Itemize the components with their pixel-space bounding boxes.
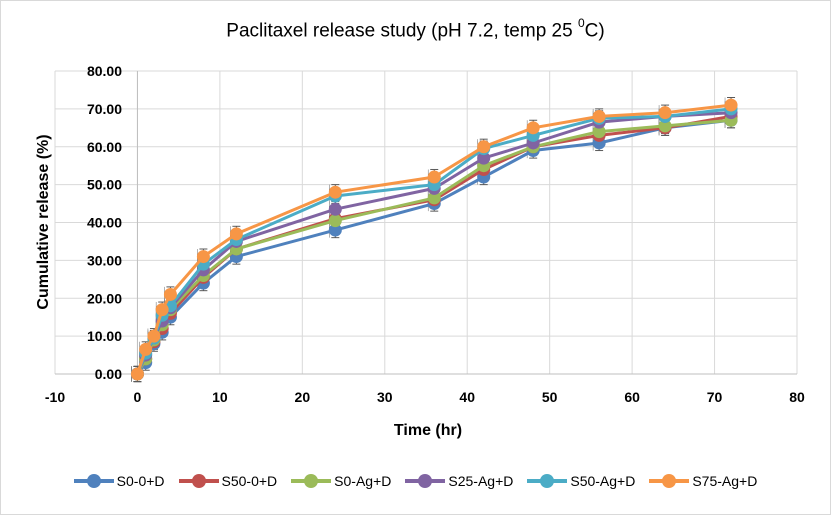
series-s0-0-d (130, 113, 738, 381)
y-tick-label: 10.00 (87, 328, 122, 344)
x-axis-title: Time (hr) (394, 422, 462, 439)
legend-item[interactable]: S0-0+D (73, 473, 165, 489)
y-tick-label: 30.00 (87, 252, 122, 268)
data-point[interactable] (328, 223, 342, 237)
legend-marker-icon (291, 474, 332, 488)
data-point[interactable] (328, 185, 342, 199)
legend-dot (540, 474, 555, 488)
y-axis-ticks: 0.00 10.00 20.00 30.00 40.00 50.00 60.00 70.00 8… (87, 63, 122, 382)
error-bars (131, 97, 736, 383)
data-point[interactable] (526, 121, 540, 135)
data-point[interactable] (477, 151, 491, 165)
legend-marker-icon (527, 474, 568, 488)
series-line (136, 111, 732, 375)
x-axis-ticks: -10 0 10 20 30 40 50 60 70 80 (45, 389, 805, 405)
legend-label: S75-Ag+D (692, 473, 758, 489)
data-point[interactable] (155, 303, 169, 317)
data-point[interactable] (477, 140, 491, 154)
legend-marker-icon (649, 474, 690, 488)
legend: S0-0+D S50-0+D S0-Ag+D S25-Ag+D S50-Ag+D S75-… (0, 473, 831, 489)
data-point[interactable] (592, 109, 606, 123)
legend-dot (86, 474, 101, 488)
data-point[interactable] (328, 202, 342, 216)
data-point[interactable] (328, 214, 342, 228)
x-tick-label: -10 (45, 389, 65, 405)
legend-dot (191, 474, 206, 488)
legend-label: S25-Ag+D (448, 473, 514, 489)
data-point[interactable] (427, 170, 441, 184)
series-s50-ag-d (130, 102, 738, 381)
data-point[interactable] (724, 98, 738, 112)
x-tick-label: 70 (707, 389, 723, 405)
y-tick-label: 0.00 (95, 366, 122, 382)
legend-item[interactable]: S75-Ag+D (649, 473, 757, 489)
legend-item[interactable]: S0-Ag+D (291, 473, 391, 489)
legend-item[interactable]: S50-0+D (178, 473, 278, 489)
x-tick-label: 20 (295, 389, 311, 405)
legend-item[interactable]: S50-Ag+D (527, 473, 635, 489)
data-point[interactable] (163, 287, 177, 301)
data-point[interactable] (427, 191, 441, 205)
legend-marker-icon (73, 474, 114, 488)
legend-dot (304, 474, 319, 488)
legend-label: S50-Ag+D (570, 473, 636, 489)
y-axis-title: Cumulative release (%) (35, 134, 52, 309)
series-lines (130, 98, 738, 381)
x-tick-label: 10 (212, 389, 228, 405)
legend-dot (662, 474, 677, 488)
data-point[interactable] (658, 106, 672, 120)
series-s0-ag-d (130, 113, 738, 381)
x-tick-label: 0 (134, 389, 142, 405)
data-point[interactable] (139, 342, 153, 356)
legend-marker-icon (178, 474, 219, 488)
x-tick-label: 80 (789, 389, 805, 405)
y-tick-label: 80.00 (87, 63, 122, 79)
legend-label: S0-0+D (116, 473, 165, 489)
legend-dot (418, 474, 433, 488)
series-line (135, 103, 732, 375)
legend-marker-icon (405, 474, 446, 488)
y-tick-label: 70.00 (87, 101, 122, 117)
data-point[interactable] (229, 227, 243, 241)
data-point[interactable] (130, 367, 144, 381)
chart-title: Paclitaxel release study (pH 7.2, temp 2… (0, 16, 831, 42)
chart-title-superscript: 0 (577, 16, 585, 30)
chart-title-suffix: C) (584, 20, 605, 42)
x-tick-label: 50 (542, 389, 558, 405)
legend-item[interactable]: S25-Ag+D (405, 473, 513, 489)
y-tick-label: 50.00 (87, 177, 122, 193)
x-tick-label: 30 (377, 389, 393, 405)
y-tick-label: 20.00 (87, 290, 122, 306)
series-s75-ag-d (130, 98, 738, 381)
data-point[interactable] (658, 119, 672, 133)
y-tick-label: 60.00 (87, 139, 122, 155)
x-tick-label: 40 (459, 389, 475, 405)
y-tick-label: 40.00 (87, 215, 122, 231)
x-tick-label: 60 (624, 389, 640, 405)
data-point[interactable] (147, 329, 161, 343)
chart-title-text: Paclitaxel release study (pH 7.2, temp 2… (226, 20, 578, 42)
data-point[interactable] (592, 125, 606, 139)
data-point[interactable] (196, 250, 210, 264)
legend-label: S0-Ag+D (334, 473, 392, 489)
legend-label: S50-0+D (221, 473, 278, 489)
